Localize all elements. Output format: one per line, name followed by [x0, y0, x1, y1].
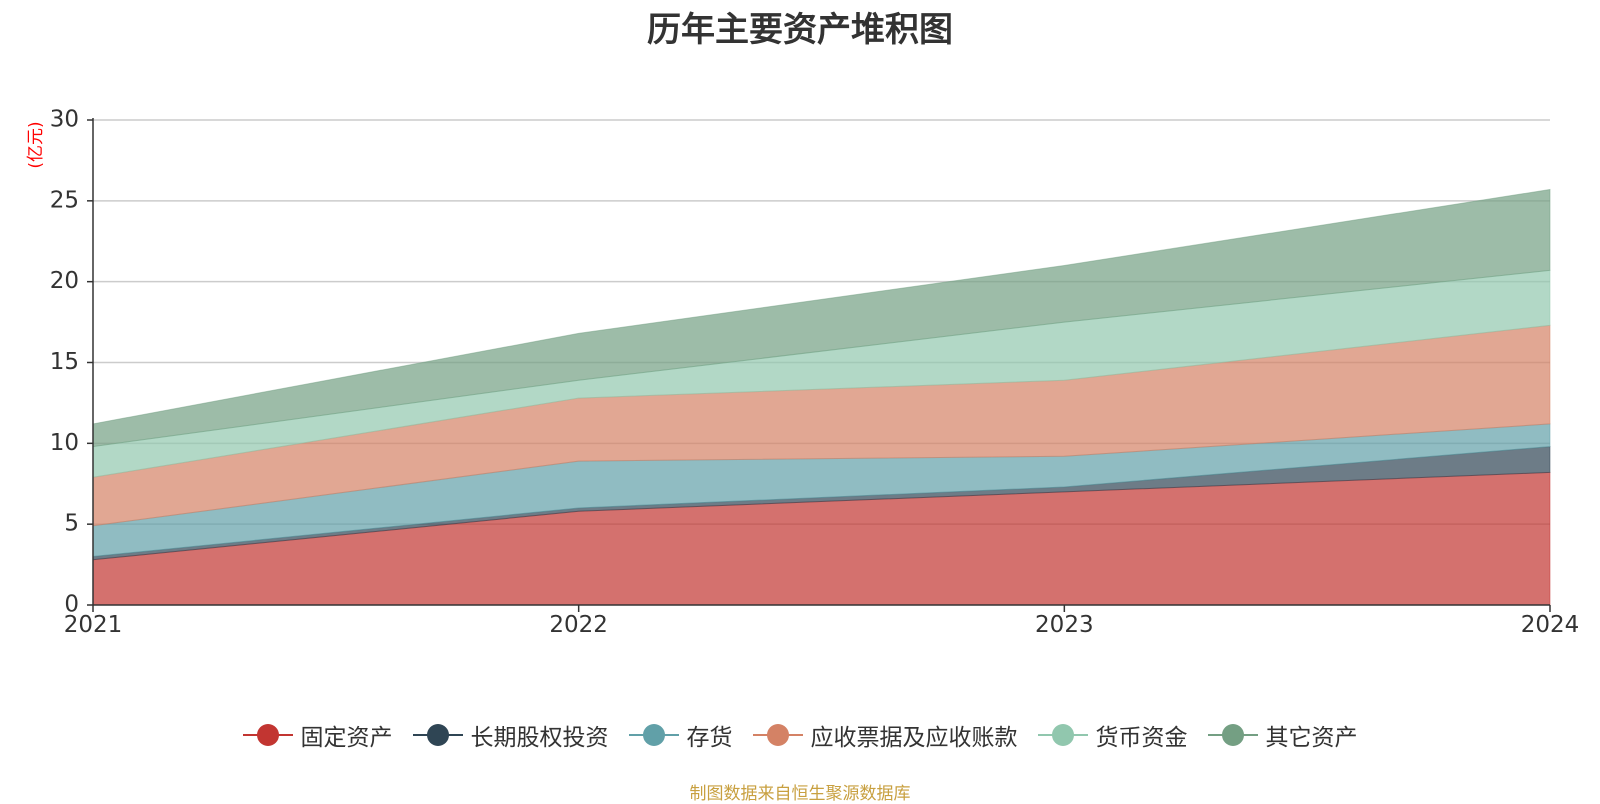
legend-marker-icon	[1207, 723, 1258, 747]
x-tick-label: 2021	[64, 612, 123, 638]
legend-label: 存货	[686, 725, 733, 751]
legend-marker-icon	[628, 723, 679, 747]
y-tick-label: 5	[64, 511, 79, 537]
legend-item-2[interactable]: 存货	[628, 718, 733, 752]
y-tick-label: 20	[50, 268, 79, 294]
y-tick-label: 30	[50, 107, 79, 133]
legend: 固定资产 长期股权投资 存货 应收票据及应收账款 货币资金 其它资产	[0, 718, 1600, 752]
legend-item-4[interactable]: 货币资金	[1037, 718, 1188, 752]
legend-marker-icon	[1037, 723, 1088, 747]
y-axis-label: (亿元)	[26, 121, 46, 168]
legend-marker-icon	[412, 723, 463, 747]
x-tick-label: 2023	[1035, 612, 1094, 638]
area-layer	[92, 188, 1551, 606]
legend-marker-icon	[752, 723, 803, 747]
legend-item-3[interactable]: 应收票据及应收账款	[752, 718, 1018, 752]
legend-label: 应收票据及应收账款	[810, 725, 1018, 751]
legend-label: 固定资产	[300, 725, 393, 751]
y-tick-label: 0	[64, 592, 79, 618]
x-tick-label: 2022	[549, 612, 608, 638]
legend-item-0[interactable]: 固定资产	[242, 718, 393, 752]
data-source-note: 制图数据来自恒生聚源数据库	[689, 784, 911, 804]
legend-item-5[interactable]: 其它资产	[1207, 718, 1358, 752]
legend-item-1[interactable]: 长期股权投资	[412, 718, 609, 752]
legend-marker-icon	[242, 723, 293, 747]
y-tick-label: 25	[50, 187, 79, 213]
legend-label: 货币资金	[1095, 725, 1188, 751]
legend-label: 其它资产	[1265, 725, 1358, 751]
legend-label: 长期股权投资	[470, 725, 609, 751]
chart-title: 历年主要资产堆积图	[647, 10, 953, 50]
y-tick-label: 15	[50, 349, 79, 375]
x-tick-label: 2024	[1521, 612, 1580, 638]
area-series-5[interactable]	[92, 188, 1551, 448]
y-tick-label: 10	[50, 430, 79, 456]
axis-layer: 0 5 10 15 20 25 30 2021 2022 2023 2024	[50, 107, 1580, 639]
